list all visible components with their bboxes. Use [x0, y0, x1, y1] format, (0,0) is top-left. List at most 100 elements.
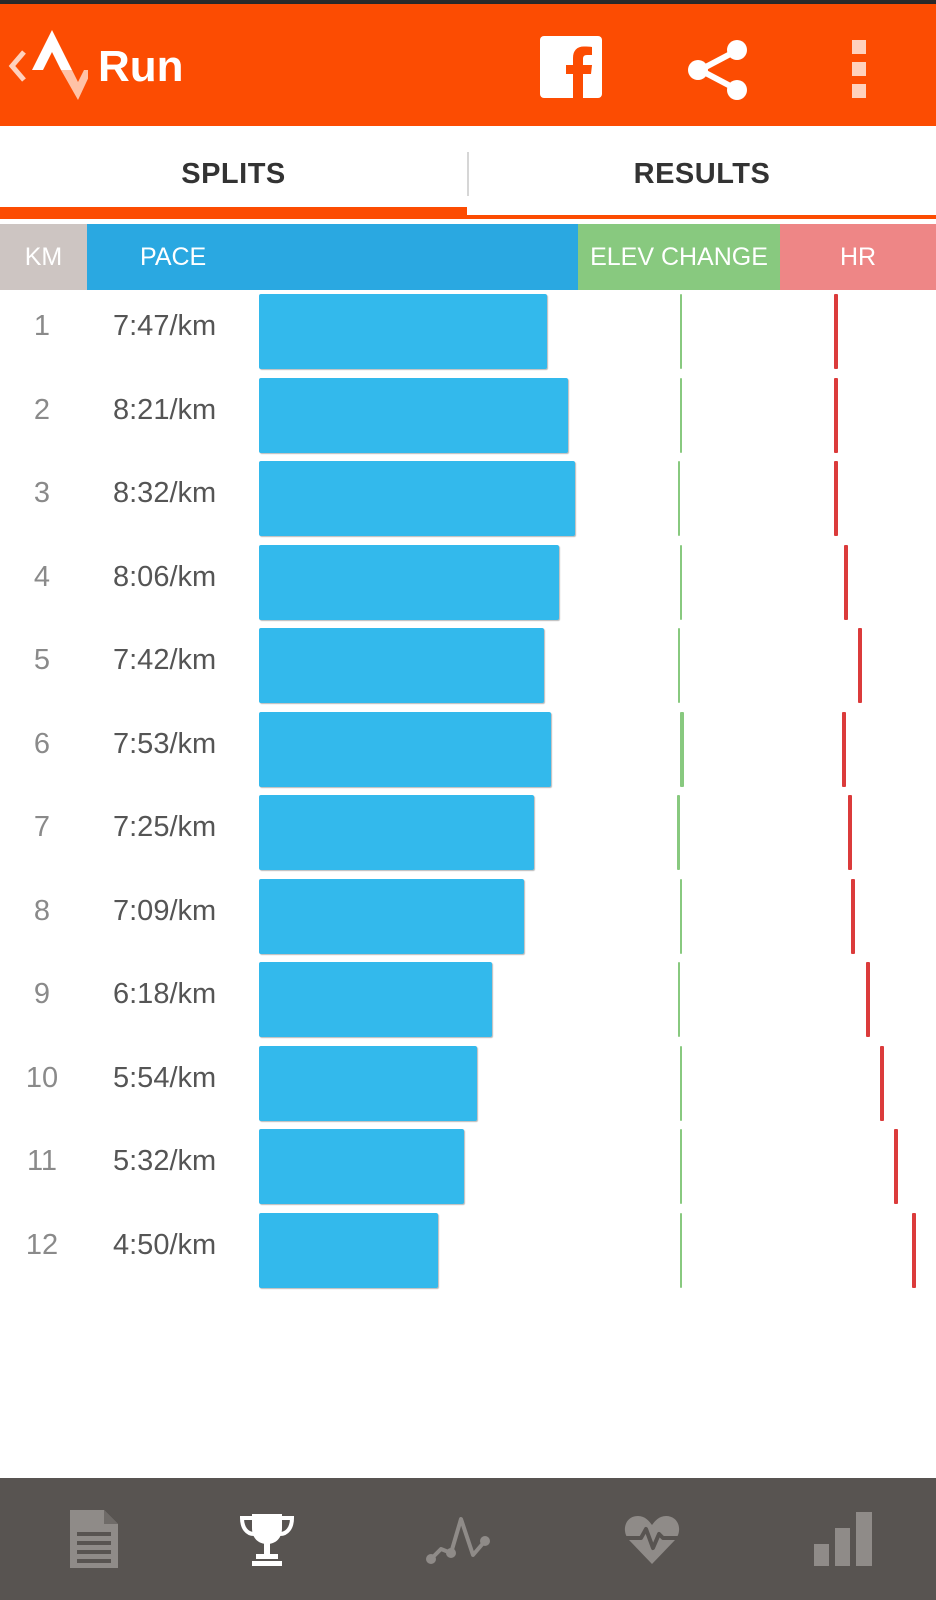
tab-bar: SPLITS RESULTS — [0, 126, 936, 222]
back-chevron-icon[interactable] — [6, 46, 30, 86]
split-pace: 5:32/km — [113, 1145, 217, 1177]
hr-bar — [834, 461, 838, 536]
split-km: 8 — [33, 894, 51, 927]
split-km: 12 — [25, 1228, 59, 1261]
split-row[interactable]: 4 8:06/km — [0, 541, 936, 625]
hr-bar — [848, 795, 852, 870]
app-bar: Run — [0, 4, 936, 126]
split-km: 11 — [26, 1145, 58, 1177]
nav-stats[interactable] — [749, 1478, 936, 1600]
split-km: 5 — [33, 644, 51, 676]
splits-column-header: KM PACE ELEV CHANGE HR — [0, 224, 936, 290]
elevation-icon — [425, 1517, 490, 1564]
hr-bar — [912, 1212, 917, 1288]
split-pace: 8:21/km — [113, 393, 217, 426]
trophy-icon — [239, 1514, 294, 1566]
split-row[interactable]: 12 4:50/km — [0, 1209, 936, 1293]
split-pace: 7:09/km — [113, 894, 217, 927]
elev-change-bar — [680, 878, 683, 954]
hr-bar — [894, 1129, 899, 1204]
split-km: 7 — [33, 811, 51, 843]
tab-selected-indicator — [0, 207, 467, 219]
split-pace: 7:25/km — [113, 811, 217, 843]
hr-bar — [834, 294, 838, 369]
split-pace: 7:47/km — [113, 310, 217, 342]
hr-bar — [857, 628, 862, 703]
hr-bar — [850, 878, 855, 954]
heart-rate-icon — [624, 1516, 679, 1564]
pace-bar — [259, 377, 569, 453]
split-pace: 4:50/km — [113, 1228, 217, 1261]
pace-bar — [259, 878, 524, 954]
overflow-menu-icon[interactable] — [846, 40, 874, 98]
document-icon — [69, 1510, 118, 1568]
split-pace: 5:54/km — [113, 1061, 217, 1094]
hr-bar — [880, 1045, 885, 1121]
split-row[interactable]: 1 7:47/km — [0, 290, 936, 374]
elev-change-bar — [677, 461, 680, 536]
split-km: 1 — [33, 310, 51, 342]
split-row[interactable]: 7 7:25/km — [0, 791, 936, 875]
share-icon[interactable] — [686, 40, 750, 100]
elev-change-bar — [680, 377, 682, 453]
pace-bar — [259, 1129, 464, 1204]
split-row[interactable]: 5 7:42/km — [0, 624, 936, 708]
split-pace: 7:42/km — [113, 644, 217, 676]
hr-bar — [866, 962, 871, 1037]
column-header-km: KM — [0, 224, 87, 290]
elev-change-bar — [680, 1045, 682, 1121]
splits-list: 1 7:47/km 2 8:21/km 3 8:32/km 4 8:06/km 5 7:42/km… — [0, 290, 936, 1290]
tab-results[interactable]: RESULTS — [633, 157, 771, 190]
pace-bar — [259, 795, 534, 870]
split-km: 3 — [33, 477, 51, 509]
status-strip — [0, 0, 936, 4]
nav-analysis[interactable] — [365, 1478, 552, 1600]
nav-achievements[interactable] — [173, 1478, 360, 1600]
hr-bar — [834, 377, 838, 453]
strava-logo-icon[interactable] — [28, 26, 88, 108]
hr-bar — [842, 711, 847, 787]
nav-overview[interactable] — [0, 1478, 187, 1600]
elev-change-bar — [680, 711, 684, 787]
split-row[interactable]: 6 7:53/km — [0, 708, 936, 792]
split-km: 6 — [33, 727, 51, 760]
split-pace: 6:18/km — [113, 978, 217, 1010]
split-pace: 8:06/km — [113, 560, 217, 593]
elev-change-bar — [677, 962, 680, 1037]
split-km: 9 — [33, 978, 51, 1010]
pace-bar — [259, 628, 545, 703]
split-row[interactable]: 10 5:54/km — [0, 1042, 936, 1126]
pace-bar — [259, 294, 548, 369]
split-row[interactable]: 9 6:18/km — [0, 958, 936, 1042]
tab-underline — [467, 215, 936, 219]
split-km: 2 — [33, 393, 51, 426]
column-header-pace: PACE — [87, 224, 578, 290]
split-row[interactable]: 11 5:32/km — [0, 1125, 936, 1209]
elev-change-bar — [680, 1212, 682, 1288]
split-km: 10 — [25, 1061, 59, 1094]
elev-change-bar — [680, 1129, 682, 1204]
elev-change-bar — [677, 795, 680, 870]
split-row[interactable]: 3 8:32/km — [0, 457, 936, 541]
split-pace: 7:53/km — [113, 727, 217, 760]
pace-bar — [259, 1212, 438, 1288]
pace-bar — [259, 711, 551, 787]
nav-heart-rate[interactable] — [558, 1478, 745, 1600]
elev-change-bar — [680, 544, 682, 620]
pace-bar — [259, 962, 493, 1037]
tab-divider — [467, 152, 469, 196]
split-row[interactable]: 2 8:21/km — [0, 374, 936, 458]
tab-splits[interactable]: SPLITS — [181, 157, 286, 190]
elev-change-bar — [678, 628, 680, 703]
bottom-nav — [0, 1478, 936, 1600]
facebook-icon[interactable] — [540, 36, 602, 98]
pace-bar — [259, 461, 575, 536]
split-km: 4 — [33, 560, 51, 593]
split-row[interactable]: 8 7:09/km — [0, 875, 936, 959]
split-pace: 8:32/km — [113, 477, 217, 509]
elev-change-bar — [680, 294, 682, 369]
column-header-hr: HR — [780, 224, 936, 290]
app-title: Run — [98, 42, 184, 91]
pace-bar — [259, 1045, 478, 1121]
column-header-elev-change: ELEV CHANGE — [578, 224, 780, 290]
